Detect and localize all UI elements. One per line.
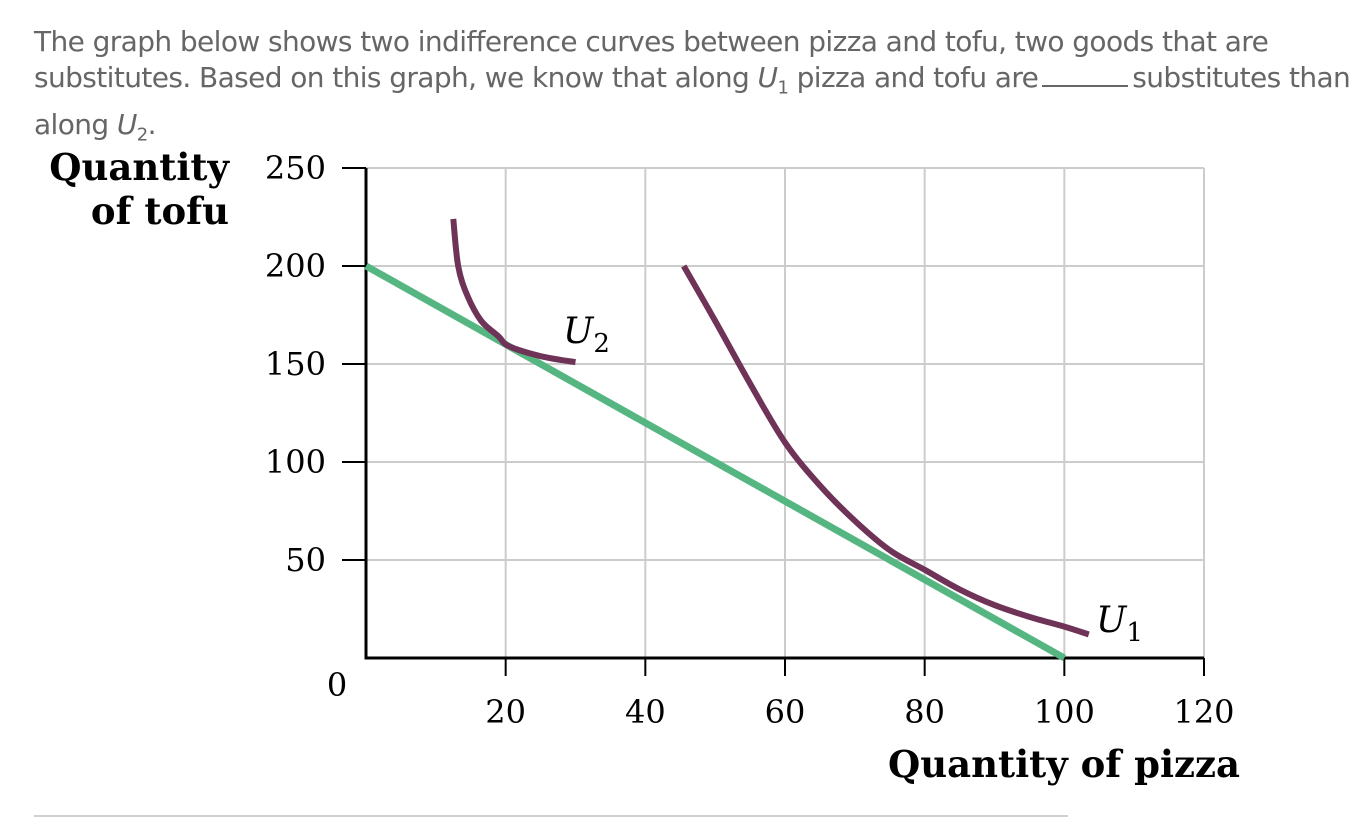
axis-ticks: 50 100 150 200 250 20 40 60 80 100 120 0 (265, 149, 1235, 731)
u1-curve-label-subscript: 1 (1126, 618, 1143, 648)
x-tick-label-40: 40 (625, 693, 666, 731)
u2-curve-label-subscript: 2 (593, 329, 610, 359)
x-tick-label-60: 60 (765, 693, 806, 731)
budget-line (364, 262, 1067, 662)
y-tick-label-100: 100 (265, 443, 326, 481)
indifference-curve-u2 (450, 218, 576, 366)
x-tick-label-120: 120 (1173, 693, 1234, 731)
y-tick-label-200: 200 (265, 247, 326, 285)
question-text-fragment: substitutes than (1132, 61, 1351, 94)
u1-curve-label: U1 (1096, 600, 1143, 648)
question-text-fragment: pizza and tofu are (788, 61, 1039, 94)
y-axis-title-line-1: Quantity (49, 145, 230, 189)
y-axis-title-line-2: of tofu (91, 189, 229, 233)
u1-curve-label-letter: U (1096, 600, 1128, 641)
x-tick-label-80: 80 (904, 693, 945, 731)
origin-label: 0 (327, 666, 347, 704)
question-text-fragment: along (34, 107, 117, 141)
x-axis-title: Quantity of pizza (888, 742, 1240, 786)
question-line-3: along U2. (34, 107, 1334, 154)
x-tick-label-20: 20 (485, 693, 526, 731)
u1-symbol: U (757, 61, 779, 94)
question-text-fragment: . (147, 107, 157, 141)
chart-grid (366, 167, 1205, 658)
u2-curve-label-letter: U (563, 311, 595, 352)
x-tick-label-100: 100 (1034, 693, 1095, 731)
u2-subscript: 2 (136, 124, 148, 146)
u2-symbol: U (116, 107, 138, 141)
chart-series (364, 218, 1090, 662)
question-line-2: substitutes. Based on this graph, we kno… (34, 60, 1351, 107)
y-tick-label-250: 250 (265, 149, 326, 187)
question-line-1: The graph below shows two indifference c… (34, 25, 1269, 58)
bottom-divider (34, 815, 1068, 817)
y-tick-label-50: 50 (285, 541, 326, 579)
question-text: The graph below shows two indifference c… (34, 24, 1351, 154)
u2-curve-label: U2 (563, 311, 610, 359)
y-tick-label-150: 150 (265, 345, 326, 383)
u1-subscript: 1 (777, 77, 789, 99)
indifference-curve-u1 (681, 264, 1090, 638)
answer-blank (1042, 63, 1129, 87)
question-text-fragment: substitutes. Based on this graph, we kno… (34, 61, 758, 94)
